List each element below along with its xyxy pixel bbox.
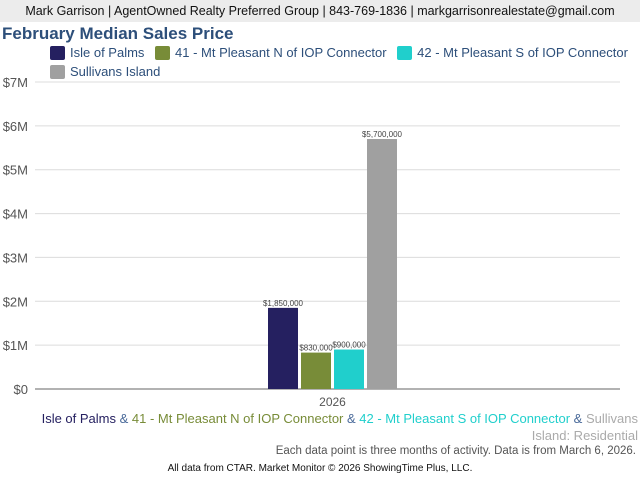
caption-series: 42 - Mt Pleasant S of IOP Connector <box>359 411 571 426</box>
footer: All data from CTAR. Market Monitor © 202… <box>167 463 473 474</box>
bar-chart: $0 $1M $2M $3M $4M $5M $6M $7M $1,850,000 $830,00… <box>3 75 620 409</box>
legend-swatch <box>50 65 65 79</box>
y-tick-label: $0 <box>14 382 28 397</box>
data-label: $1,850,000 <box>263 299 304 308</box>
chart-title: February Median Sales Price <box>2 24 234 43</box>
agent-header: Mark Garrison | AgentOwned Realty Prefer… <box>0 0 640 22</box>
y-tick-label: $7M <box>3 75 28 90</box>
legend-label: 42 - Mt Pleasant S of IOP Connector <box>417 45 628 60</box>
bar <box>367 139 397 389</box>
legend-item: Isle of Palms <box>50 45 144 61</box>
legend-label: 41 - Mt Pleasant N of IOP Connector <box>175 45 387 60</box>
legend-swatch <box>397 46 413 60</box>
legend-item: 41 - Mt Pleasant N of IOP Connector <box>155 45 387 61</box>
bar <box>268 307 298 389</box>
y-tick-label: $2M <box>3 294 28 309</box>
caption-sep: & <box>116 411 132 426</box>
y-tick-label: $6M <box>3 119 28 134</box>
legend-item: Sullivans Island <box>50 64 160 80</box>
legend: Isle of Palms 41 - Mt Pleasant N of IOP … <box>50 45 640 83</box>
data-label: $900,000 <box>332 341 366 350</box>
legend-swatch <box>50 46 65 60</box>
caption-series: Isle of Palms <box>41 411 116 426</box>
legend-swatch <box>155 46 171 60</box>
data-label: $830,000 <box>299 344 333 353</box>
chart-caption: Isle of Palms & 41 - Mt Pleasant N of IO… <box>18 410 638 444</box>
caption-series: Sullivans Island <box>531 411 638 443</box>
y-tick-label: $4M <box>3 207 28 222</box>
y-tick-label: $1M <box>3 338 28 353</box>
caption-sep: & <box>570 411 586 426</box>
legend-label: Sullivans Island <box>70 64 161 79</box>
data-note: Each data point is three months of activ… <box>275 445 636 457</box>
x-tick-label: 2026 <box>319 395 346 409</box>
bar <box>301 352 331 389</box>
caption-suffix: : Residential <box>566 428 638 443</box>
y-tick-label: $5M <box>3 163 28 178</box>
legend-label: Isle of Palms <box>70 45 145 60</box>
caption-sep: & <box>343 411 360 426</box>
data-label: $5,700,000 <box>362 130 403 139</box>
bar <box>334 349 364 389</box>
caption-series: 41 - Mt Pleasant N of IOP Connector <box>131 411 344 426</box>
y-tick-label: $3M <box>3 250 28 265</box>
legend-item: 42 - Mt Pleasant S of IOP Connector <box>397 45 628 61</box>
